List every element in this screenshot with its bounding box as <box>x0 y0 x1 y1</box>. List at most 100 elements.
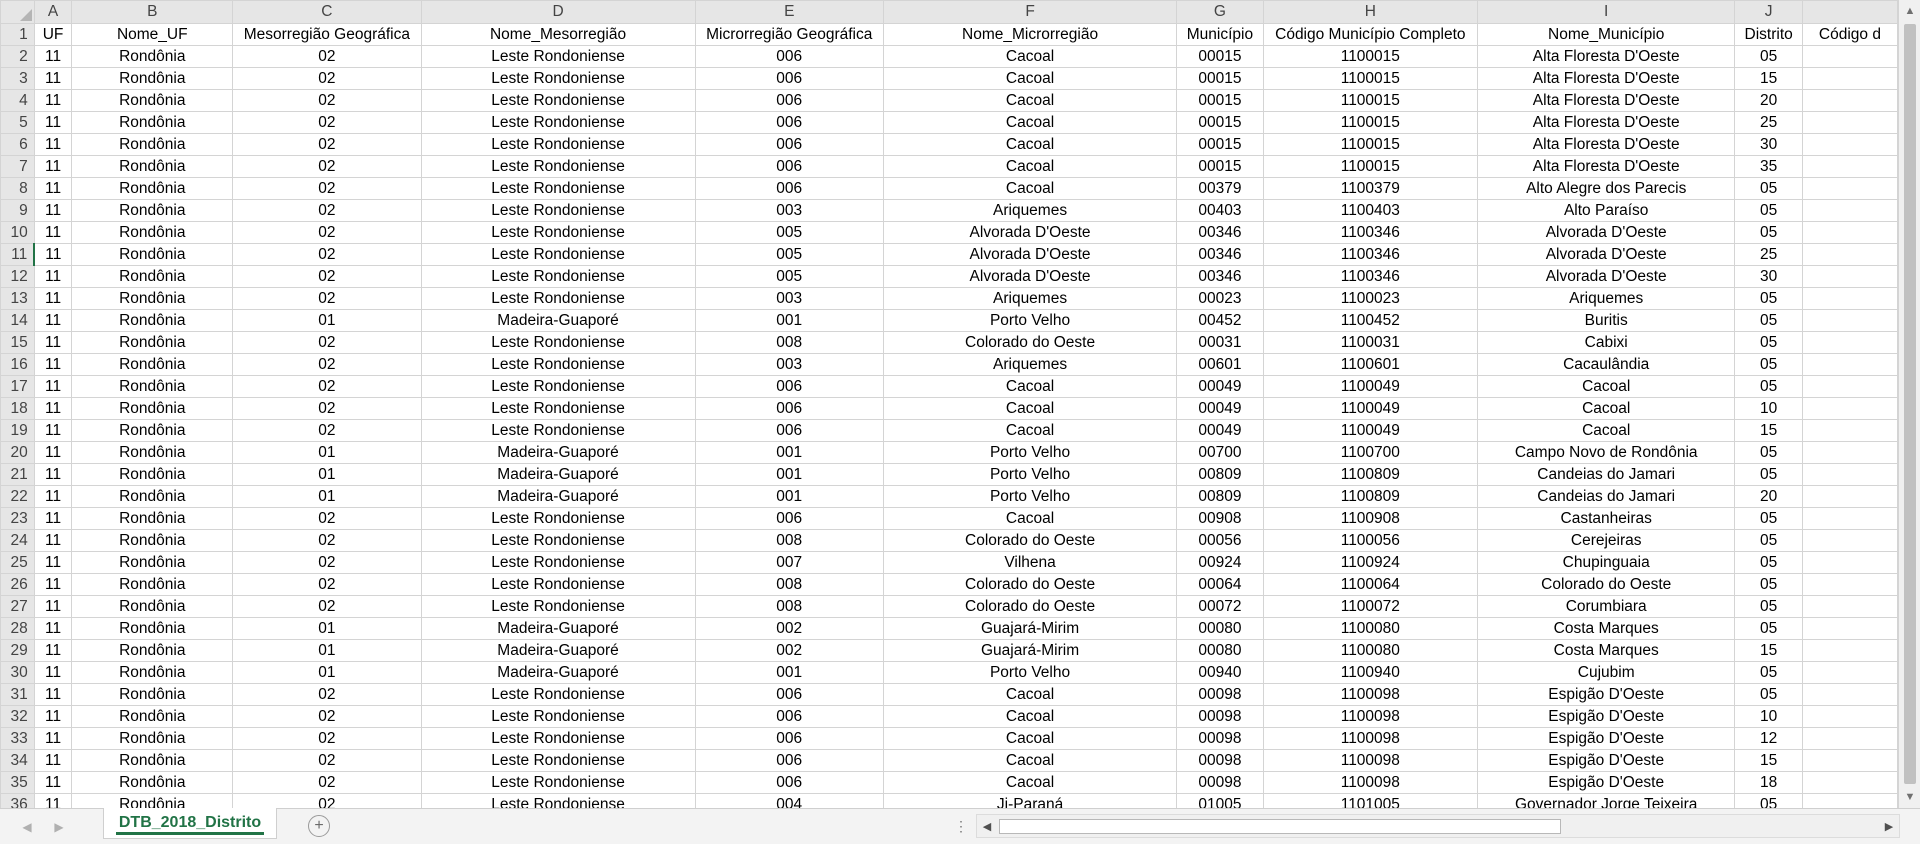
data-cell[interactable]: 001 <box>694 309 884 332</box>
vertical-scrollbar[interactable]: ▲ ▼ <box>1898 0 1920 808</box>
data-cell[interactable] <box>1801 221 1898 244</box>
data-cell[interactable]: 00098 <box>1176 771 1264 794</box>
data-cell[interactable]: Alta Floresta D'Oeste <box>1476 67 1736 90</box>
data-cell[interactable]: 00015 <box>1176 111 1264 134</box>
data-cell[interactable]: 05 <box>1734 375 1803 398</box>
row-header[interactable]: 2 <box>0 45 35 68</box>
vertical-scroll-thumb[interactable] <box>1904 24 1916 784</box>
data-cell[interactable]: 00080 <box>1176 617 1264 640</box>
data-cell[interactable]: 02 <box>232 419 422 442</box>
data-cell[interactable]: 00072 <box>1176 595 1264 618</box>
data-cell[interactable]: 05 <box>1734 353 1803 376</box>
data-cell[interactable] <box>1801 155 1898 178</box>
data-cell[interactable]: 02 <box>232 397 422 420</box>
data-cell[interactable]: Cacoal <box>882 133 1178 156</box>
row-header[interactable]: 18 <box>0 397 35 420</box>
data-cell[interactable]: Leste Rondoniense <box>420 551 696 574</box>
data-cell[interactable]: Costa Marques <box>1476 639 1736 662</box>
data-cell[interactable]: 15 <box>1734 749 1803 772</box>
row-header[interactable]: 27 <box>0 595 35 618</box>
data-cell[interactable]: 05 <box>1734 661 1803 684</box>
data-cell[interactable]: 00080 <box>1176 639 1264 662</box>
data-cell[interactable]: 1100809 <box>1262 485 1479 508</box>
data-cell[interactable]: Cacoal <box>882 705 1178 728</box>
data-cell[interactable]: 00403 <box>1176 199 1264 222</box>
data-cell[interactable]: 02 <box>232 89 422 112</box>
data-cell[interactable]: Cacoal <box>1476 375 1736 398</box>
data-cell[interactable] <box>1801 683 1898 706</box>
data-cell[interactable]: 11 <box>33 419 73 442</box>
data-cell[interactable] <box>1801 661 1898 684</box>
data-cell[interactable]: Espigão D'Oeste <box>1476 683 1736 706</box>
data-cell[interactable]: 05 <box>1734 221 1803 244</box>
data-cell[interactable]: 1100098 <box>1262 727 1479 750</box>
data-cell[interactable]: 006 <box>694 419 884 442</box>
column-header[interactable]: G <box>1176 0 1264 24</box>
data-cell[interactable]: 11 <box>33 617 73 640</box>
data-cell[interactable]: Cacoal <box>882 397 1178 420</box>
data-cell[interactable]: 006 <box>694 111 884 134</box>
data-cell[interactable] <box>1801 89 1898 112</box>
column-header[interactable]: I <box>1476 0 1736 24</box>
tab-prev-icon[interactable]: ◀ <box>22 819 32 834</box>
column-header[interactable]: B <box>71 0 234 24</box>
row-header[interactable]: 9 <box>0 199 35 222</box>
row-header[interactable]: 20 <box>0 441 35 464</box>
data-cell[interactable]: 1100064 <box>1262 573 1479 596</box>
data-cell[interactable]: 005 <box>694 265 884 288</box>
data-cell[interactable]: Rondônia <box>71 573 234 596</box>
data-cell[interactable]: Cacoal <box>882 45 1178 68</box>
row-header[interactable]: 11 <box>0 243 36 266</box>
data-cell[interactable]: Rondônia <box>71 45 234 68</box>
data-cell[interactable]: 05 <box>1734 551 1803 574</box>
data-cell[interactable]: Colorado do Oeste <box>882 331 1178 354</box>
data-cell[interactable] <box>1801 507 1898 530</box>
data-cell[interactable]: Rondônia <box>71 507 234 530</box>
data-cell[interactable]: 01005 <box>1176 793 1264 808</box>
data-cell[interactable]: Porto Velho <box>882 463 1178 486</box>
data-cell[interactable] <box>1801 397 1898 420</box>
data-cell[interactable]: 02 <box>232 133 422 156</box>
data-cell[interactable]: Rondônia <box>71 529 234 552</box>
data-cell[interactable]: Chupinguaia <box>1476 551 1736 574</box>
data-cell[interactable]: 01 <box>232 309 422 332</box>
data-cell[interactable]: 003 <box>694 353 884 376</box>
data-cell[interactable]: Rondônia <box>71 89 234 112</box>
data-cell[interactable]: 007 <box>694 551 884 574</box>
data-cell[interactable]: 20 <box>1734 485 1803 508</box>
data-cell[interactable] <box>1801 771 1898 794</box>
data-cell[interactable] <box>1801 463 1898 486</box>
data-cell[interactable]: Cacoal <box>882 727 1178 750</box>
data-cell[interactable]: 02 <box>232 353 422 376</box>
data-cell[interactable]: 00924 <box>1176 551 1264 574</box>
data-cell[interactable]: 003 <box>694 199 884 222</box>
data-cell[interactable]: Cacoal <box>882 89 1178 112</box>
data-cell[interactable]: 11 <box>33 705 73 728</box>
data-cell[interactable]: Rondônia <box>71 793 234 808</box>
data-cell[interactable]: 006 <box>694 507 884 530</box>
data-cell[interactable]: Madeira-Guaporé <box>420 309 696 332</box>
data-cell[interactable]: 05 <box>1734 683 1803 706</box>
data-cell[interactable]: 05 <box>1734 595 1803 618</box>
row-header[interactable]: 8 <box>0 177 35 200</box>
data-cell[interactable] <box>1801 45 1898 68</box>
data-cell[interactable]: 1100379 <box>1262 177 1479 200</box>
row-header[interactable]: 33 <box>0 727 35 750</box>
data-cell[interactable]: Porto Velho <box>882 309 1178 332</box>
data-cell[interactable]: Leste Rondoniense <box>420 331 696 354</box>
data-cell[interactable]: Espigão D'Oeste <box>1476 705 1736 728</box>
row-header[interactable]: 16 <box>0 353 35 376</box>
data-cell[interactable]: 02 <box>232 177 422 200</box>
data-cell[interactable]: 1100031 <box>1262 331 1479 354</box>
row-header[interactable]: 6 <box>0 133 35 156</box>
data-cell[interactable]: 25 <box>1734 243 1803 266</box>
data-cell[interactable]: 00049 <box>1176 419 1264 442</box>
data-cell[interactable]: 02 <box>232 243 422 266</box>
data-cell[interactable]: 12 <box>1734 727 1803 750</box>
row-header[interactable]: 29 <box>0 639 35 662</box>
data-cell[interactable]: 02 <box>232 705 422 728</box>
add-sheet-icon[interactable]: + <box>308 815 330 837</box>
data-cell[interactable] <box>1801 551 1898 574</box>
data-cell[interactable] <box>1801 67 1898 90</box>
data-cell[interactable]: 00908 <box>1176 507 1264 530</box>
